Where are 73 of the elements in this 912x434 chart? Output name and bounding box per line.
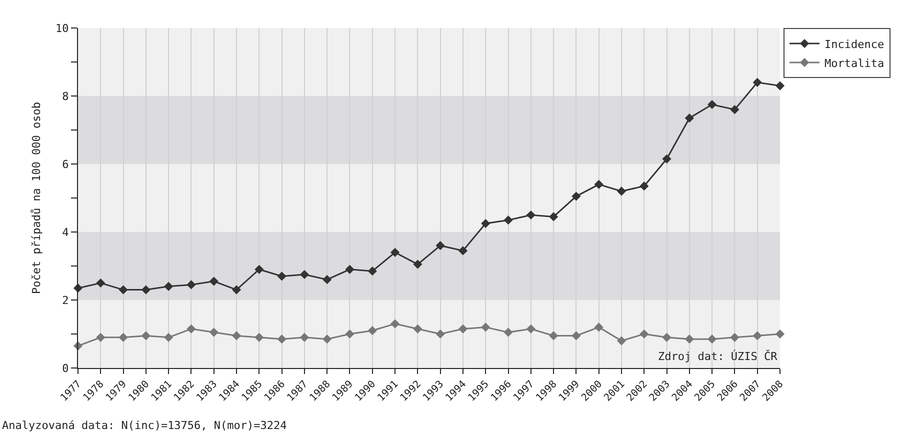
point (730, 105, 740, 114)
point (752, 331, 762, 340)
point (526, 210, 536, 220)
point (730, 332, 740, 342)
point (684, 334, 694, 344)
point (300, 332, 309, 342)
point (708, 100, 717, 110)
point (368, 326, 377, 336)
point (141, 331, 150, 340)
y-tick-label: 6 (62, 158, 69, 171)
y-tick-label: 4 (62, 226, 70, 239)
point (752, 78, 762, 87)
point (572, 192, 581, 201)
point (413, 260, 422, 269)
point (526, 324, 536, 334)
text: Analyzovaná data: N(inc)=13756, N(mor)=3224 (2, 419, 288, 432)
point (232, 285, 242, 294)
point (164, 332, 174, 342)
point (662, 154, 672, 164)
point (549, 212, 558, 222)
annotation: Zdroj dat: ÚZIS ČR (658, 349, 778, 363)
point (232, 331, 242, 340)
point (277, 272, 286, 281)
point (775, 81, 785, 90)
point (322, 275, 332, 284)
point (254, 332, 264, 342)
point (413, 324, 422, 334)
point (141, 285, 150, 294)
point (504, 216, 513, 225)
point (481, 218, 490, 228)
point (254, 264, 264, 274)
point (345, 264, 354, 274)
point (640, 182, 649, 191)
legend-label: Mortalita (824, 56, 884, 70)
point (186, 324, 196, 334)
point (458, 246, 468, 256)
point (118, 285, 128, 294)
point (481, 322, 490, 332)
y-tick-label: 8 (62, 90, 69, 103)
point (775, 329, 785, 339)
point (504, 328, 513, 337)
y-tick-label: 2 (62, 294, 69, 307)
point (96, 278, 106, 288)
point (616, 186, 626, 196)
y-tick-label: 0 (62, 362, 69, 375)
point (209, 328, 218, 337)
point (345, 329, 354, 339)
legend-label: Incidence (824, 38, 884, 51)
point (436, 329, 445, 339)
y-axis-title: Počet případů na 100 000 osob (30, 102, 44, 294)
point (594, 180, 604, 189)
point (616, 336, 626, 346)
point (300, 270, 309, 280)
point (164, 282, 174, 291)
point (684, 114, 694, 123)
point (572, 331, 581, 340)
point (277, 334, 286, 344)
point (368, 266, 377, 276)
point (186, 280, 196, 290)
point (640, 329, 649, 339)
point (549, 331, 558, 340)
point (662, 332, 672, 342)
point (209, 276, 218, 286)
point (390, 319, 400, 328)
point (436, 241, 445, 250)
point (96, 332, 106, 342)
point (390, 248, 400, 257)
point (594, 322, 604, 332)
y-tick-label: 10 (56, 22, 69, 35)
point (708, 334, 717, 344)
point (458, 324, 468, 334)
point (322, 334, 332, 344)
point (118, 332, 128, 342)
